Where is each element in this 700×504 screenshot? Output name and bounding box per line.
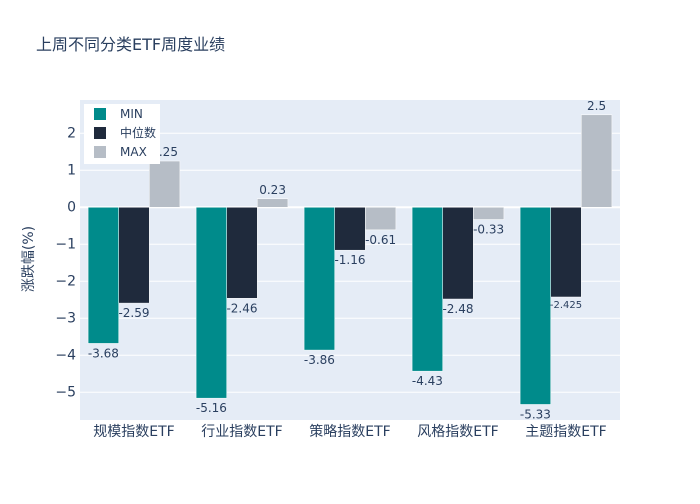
bar[interactable] [118, 207, 150, 304]
y-tick-label: −5 [55, 384, 76, 400]
bar[interactable] [303, 207, 335, 351]
x-tick-label: 策略指数ETF [309, 423, 390, 440]
bar[interactable] [442, 207, 474, 300]
data-label: -2.425 [550, 300, 582, 311]
legend-label[interactable]: MIN [120, 107, 143, 121]
legend-label[interactable]: 中位数 [120, 125, 156, 140]
y-axis-title: 涨跌幅(%) [21, 226, 37, 292]
bar[interactable] [519, 207, 551, 405]
data-label: -3.68 [88, 346, 119, 360]
y-tick-label: 2 [67, 125, 76, 141]
bar[interactable] [365, 207, 397, 231]
x-tick-label: 规模指数ETF [93, 424, 174, 440]
legend-swatch[interactable] [94, 108, 106, 120]
data-label: -3.86 [304, 353, 335, 367]
x-tick-label: 风格指数ETF [417, 424, 498, 440]
data-label: -0.33 [473, 222, 504, 236]
bar[interactable] [87, 207, 119, 344]
y-tick-label: −1 [55, 236, 76, 252]
legend-swatch[interactable] [94, 127, 106, 139]
legend-label[interactable]: MAX [120, 145, 147, 159]
x-tick-label: 主题指数ETF [525, 424, 606, 440]
bar[interactable] [473, 207, 505, 220]
legend[interactable]: MIN 中位数 MAX [84, 104, 160, 164]
data-label: -2.59 [118, 306, 149, 320]
x-tick-label: 行业指数ETF [201, 424, 282, 440]
bar[interactable] [195, 207, 227, 399]
bar[interactable] [411, 207, 443, 372]
bar[interactable] [149, 160, 181, 208]
bar[interactable] [334, 207, 366, 251]
data-label: -0.61 [365, 233, 396, 247]
data-label: 0.23 [259, 183, 286, 197]
data-label: -5.33 [520, 407, 551, 421]
legend-swatch[interactable] [94, 146, 106, 158]
y-tick-label: 1 [67, 162, 76, 178]
y-tick-label: 0 [67, 199, 76, 215]
data-label: -5.16 [196, 401, 227, 415]
data-label: -2.48 [442, 302, 473, 316]
data-label: -4.43 [412, 374, 443, 388]
bar[interactable] [581, 114, 613, 208]
chart-title: 上周不同分类ETF周度业绩 [36, 35, 225, 54]
bar[interactable] [257, 198, 289, 208]
y-tick-label: −3 [55, 310, 76, 326]
data-label: 2.5 [587, 99, 606, 113]
y-tick-label: −4 [55, 347, 76, 363]
bar[interactable] [550, 207, 582, 298]
data-label: -1.16 [334, 253, 365, 267]
bar[interactable] [226, 207, 258, 299]
data-label: -2.46 [226, 301, 257, 315]
y-tick-label: −2 [55, 273, 76, 289]
